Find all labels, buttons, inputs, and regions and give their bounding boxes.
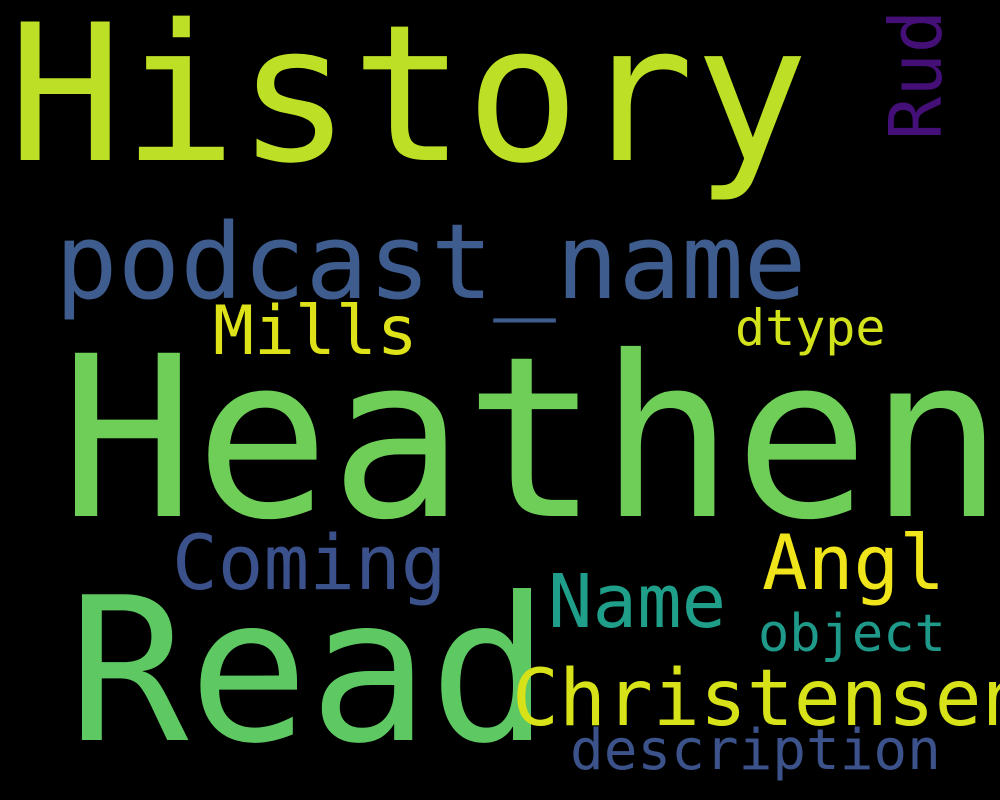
word-dtype: dtype xyxy=(735,299,886,357)
word-christensen: Christensen xyxy=(512,654,1000,744)
word-read: Read xyxy=(68,555,550,788)
word-rud: Rud xyxy=(874,9,958,140)
word-heathen: Heathen xyxy=(60,308,1000,569)
word-mills: Mills xyxy=(213,292,418,371)
word-podcast-name: podcast_name xyxy=(55,201,807,323)
word-coming: Coming xyxy=(172,518,447,607)
word-name: Name xyxy=(548,559,727,645)
word-object: object xyxy=(758,604,946,664)
word-angl: Angl xyxy=(762,518,946,607)
word-description: description xyxy=(570,718,941,783)
word-history: History xyxy=(8,0,809,205)
